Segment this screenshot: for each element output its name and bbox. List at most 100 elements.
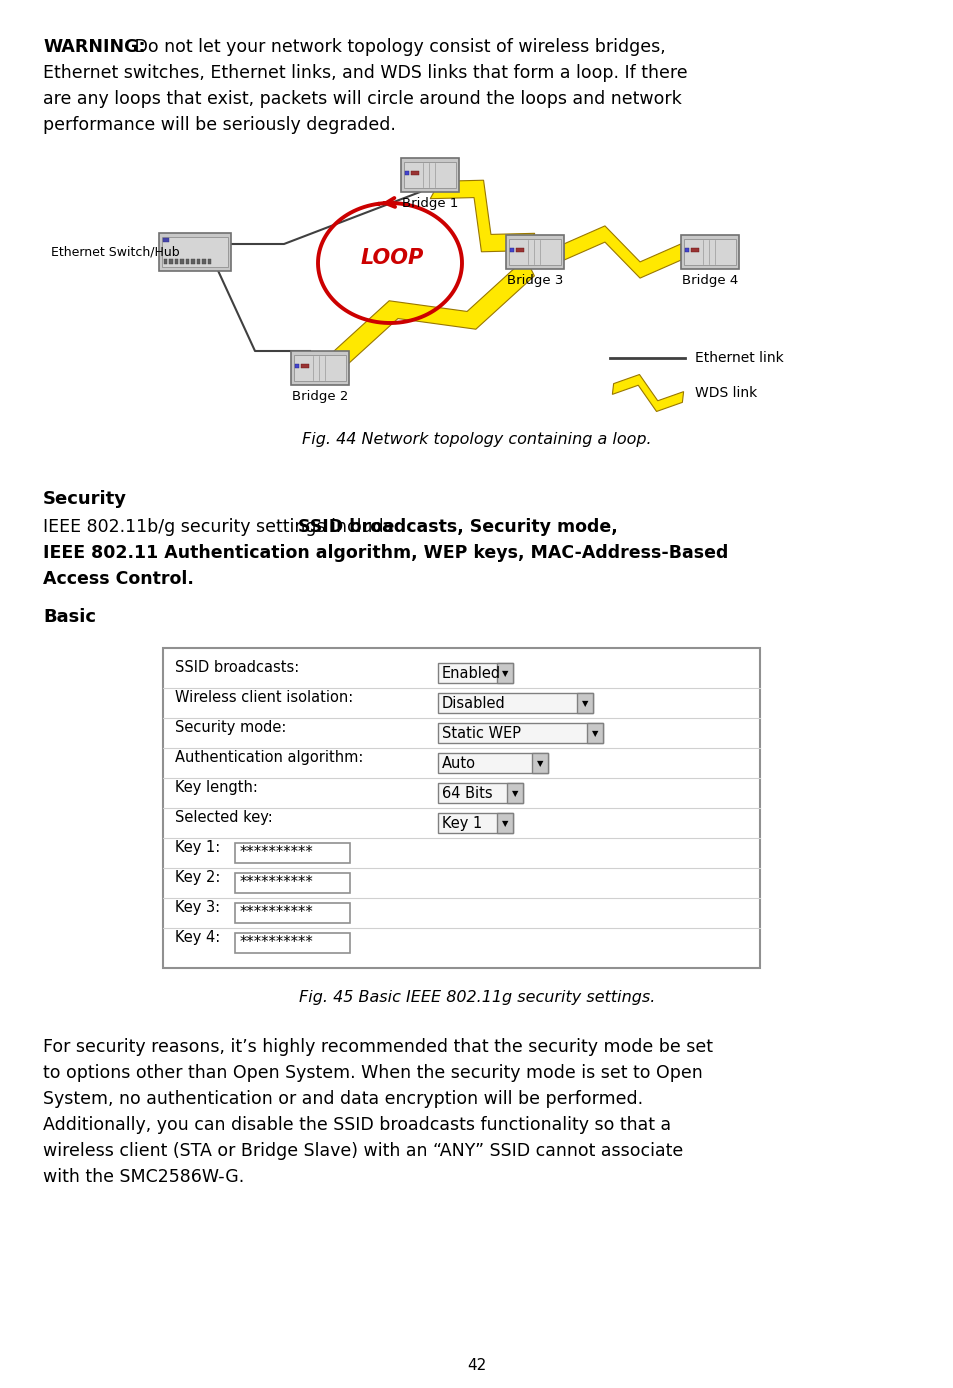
Bar bbox=[400, 158, 458, 192]
Bar bbox=[234, 873, 350, 892]
Bar bbox=[234, 904, 350, 923]
Bar bbox=[684, 248, 688, 253]
Text: Ethernet Switch/Hub: Ethernet Switch/Hub bbox=[51, 246, 180, 258]
Polygon shape bbox=[612, 375, 683, 411]
Bar bbox=[170, 260, 172, 264]
Text: IEEE 802.11 Authentication algorithm, WEP keys, MAC-Address-Based: IEEE 802.11 Authentication algorithm, WE… bbox=[43, 544, 727, 562]
Bar bbox=[234, 933, 350, 954]
Text: Key 2:: Key 2: bbox=[174, 870, 220, 886]
Bar bbox=[437, 663, 513, 683]
Text: ▼: ▼ bbox=[591, 730, 598, 738]
Bar bbox=[683, 239, 735, 265]
Text: **********: ********** bbox=[240, 936, 314, 949]
Text: WARNING:: WARNING: bbox=[43, 37, 146, 56]
Bar bbox=[437, 813, 513, 833]
Bar bbox=[196, 260, 200, 264]
Bar bbox=[505, 235, 563, 269]
Text: are any loops that exist, packets will circle around the loops and network: are any loops that exist, packets will c… bbox=[43, 90, 681, 108]
Bar bbox=[405, 171, 409, 175]
Bar bbox=[159, 233, 231, 271]
Polygon shape bbox=[563, 226, 680, 278]
Bar bbox=[192, 260, 194, 264]
Text: Fig. 44 Network topology containing a loop.: Fig. 44 Network topology containing a lo… bbox=[302, 432, 651, 447]
Bar bbox=[163, 237, 169, 242]
Text: **********: ********** bbox=[240, 845, 314, 861]
Bar bbox=[497, 813, 513, 833]
Text: Bridge 4: Bridge 4 bbox=[681, 273, 738, 287]
Bar bbox=[186, 260, 190, 264]
Text: Key 1:: Key 1: bbox=[174, 840, 220, 855]
Text: Security: Security bbox=[43, 490, 127, 508]
Bar bbox=[294, 364, 298, 368]
Text: Auto: Auto bbox=[441, 756, 476, 770]
Bar bbox=[437, 754, 547, 773]
Text: WDS link: WDS link bbox=[695, 386, 757, 400]
Bar bbox=[208, 260, 212, 264]
Text: Access Control.: Access Control. bbox=[43, 570, 193, 589]
Text: performance will be seriously degraded.: performance will be seriously degraded. bbox=[43, 117, 395, 135]
Text: Basic: Basic bbox=[43, 608, 96, 626]
Text: Selected key:: Selected key: bbox=[174, 811, 273, 824]
Text: 64 Bits: 64 Bits bbox=[441, 786, 492, 801]
Bar bbox=[164, 260, 168, 264]
Bar bbox=[497, 663, 513, 683]
Text: SSID broadcasts, Security mode,: SSID broadcasts, Security mode, bbox=[297, 518, 618, 536]
Text: ▼: ▼ bbox=[581, 700, 588, 708]
Bar bbox=[437, 723, 602, 743]
Bar bbox=[403, 162, 456, 187]
Text: Security mode:: Security mode: bbox=[174, 720, 286, 736]
Bar bbox=[174, 260, 178, 264]
Text: Static WEP: Static WEP bbox=[441, 726, 520, 741]
Text: For security reasons, it’s highly recommended that the security mode be set: For security reasons, it’s highly recomm… bbox=[43, 1038, 712, 1056]
Text: ▼: ▼ bbox=[537, 759, 542, 769]
Text: Key 3:: Key 3: bbox=[174, 899, 220, 915]
Text: wireless client (STA or Bridge Slave) with an “ANY” SSID cannot associate: wireless client (STA or Bridge Slave) wi… bbox=[43, 1142, 682, 1160]
Text: **********: ********** bbox=[240, 905, 314, 920]
Bar bbox=[180, 260, 184, 264]
Text: Fig. 45 Basic IEEE 802.11g security settings.: Fig. 45 Basic IEEE 802.11g security sett… bbox=[298, 990, 655, 1005]
Text: Bridge 1: Bridge 1 bbox=[401, 197, 457, 210]
Polygon shape bbox=[430, 180, 535, 251]
Text: Bridge 2: Bridge 2 bbox=[292, 390, 348, 403]
Bar bbox=[509, 239, 560, 265]
Polygon shape bbox=[331, 258, 534, 372]
Text: **********: ********** bbox=[240, 874, 314, 890]
Bar bbox=[291, 351, 349, 384]
Bar bbox=[162, 237, 228, 266]
Bar bbox=[506, 783, 522, 804]
Text: Ethernet link: Ethernet link bbox=[695, 351, 783, 365]
Bar bbox=[510, 248, 514, 253]
Bar bbox=[437, 693, 593, 713]
Text: Key length:: Key length: bbox=[174, 780, 257, 795]
Text: System, no authentication or and data encryption will be performed.: System, no authentication or and data en… bbox=[43, 1090, 642, 1108]
Text: SSID broadcasts:: SSID broadcasts: bbox=[174, 661, 299, 675]
Bar bbox=[163, 648, 760, 967]
Text: Disabled: Disabled bbox=[441, 695, 505, 711]
Text: Additionally, you can disable the SSID broadcasts functionality so that a: Additionally, you can disable the SSID b… bbox=[43, 1116, 670, 1134]
Bar bbox=[680, 235, 739, 269]
Bar bbox=[234, 843, 350, 863]
Text: Ethernet switches, Ethernet links, and WDS links that form a loop. If there: Ethernet switches, Ethernet links, and W… bbox=[43, 64, 687, 82]
Text: Bridge 3: Bridge 3 bbox=[506, 273, 562, 287]
Text: ▼: ▼ bbox=[501, 819, 508, 829]
Text: 42: 42 bbox=[467, 1357, 486, 1373]
Text: LOOP: LOOP bbox=[360, 248, 423, 268]
Text: with the SMC2586W-G.: with the SMC2586W-G. bbox=[43, 1167, 244, 1185]
Text: to options other than Open System. When the security mode is set to Open: to options other than Open System. When … bbox=[43, 1065, 702, 1083]
Bar bbox=[294, 355, 346, 380]
Text: ▼: ▼ bbox=[511, 790, 517, 798]
Bar bbox=[301, 364, 309, 368]
Bar bbox=[202, 260, 206, 264]
Bar bbox=[532, 754, 547, 773]
Bar bbox=[690, 248, 699, 253]
Bar bbox=[411, 171, 418, 175]
Text: Do not let your network topology consist of wireless bridges,: Do not let your network topology consist… bbox=[129, 37, 665, 56]
Bar bbox=[437, 783, 522, 804]
Text: Key 4:: Key 4: bbox=[174, 930, 220, 945]
Bar bbox=[516, 248, 523, 253]
Bar bbox=[586, 723, 602, 743]
Text: Key 1: Key 1 bbox=[441, 816, 482, 831]
Text: ▼: ▼ bbox=[501, 669, 508, 679]
Text: Enabled: Enabled bbox=[441, 666, 500, 682]
Text: IEEE 802.11b/g security settings include: IEEE 802.11b/g security settings include bbox=[43, 518, 399, 536]
